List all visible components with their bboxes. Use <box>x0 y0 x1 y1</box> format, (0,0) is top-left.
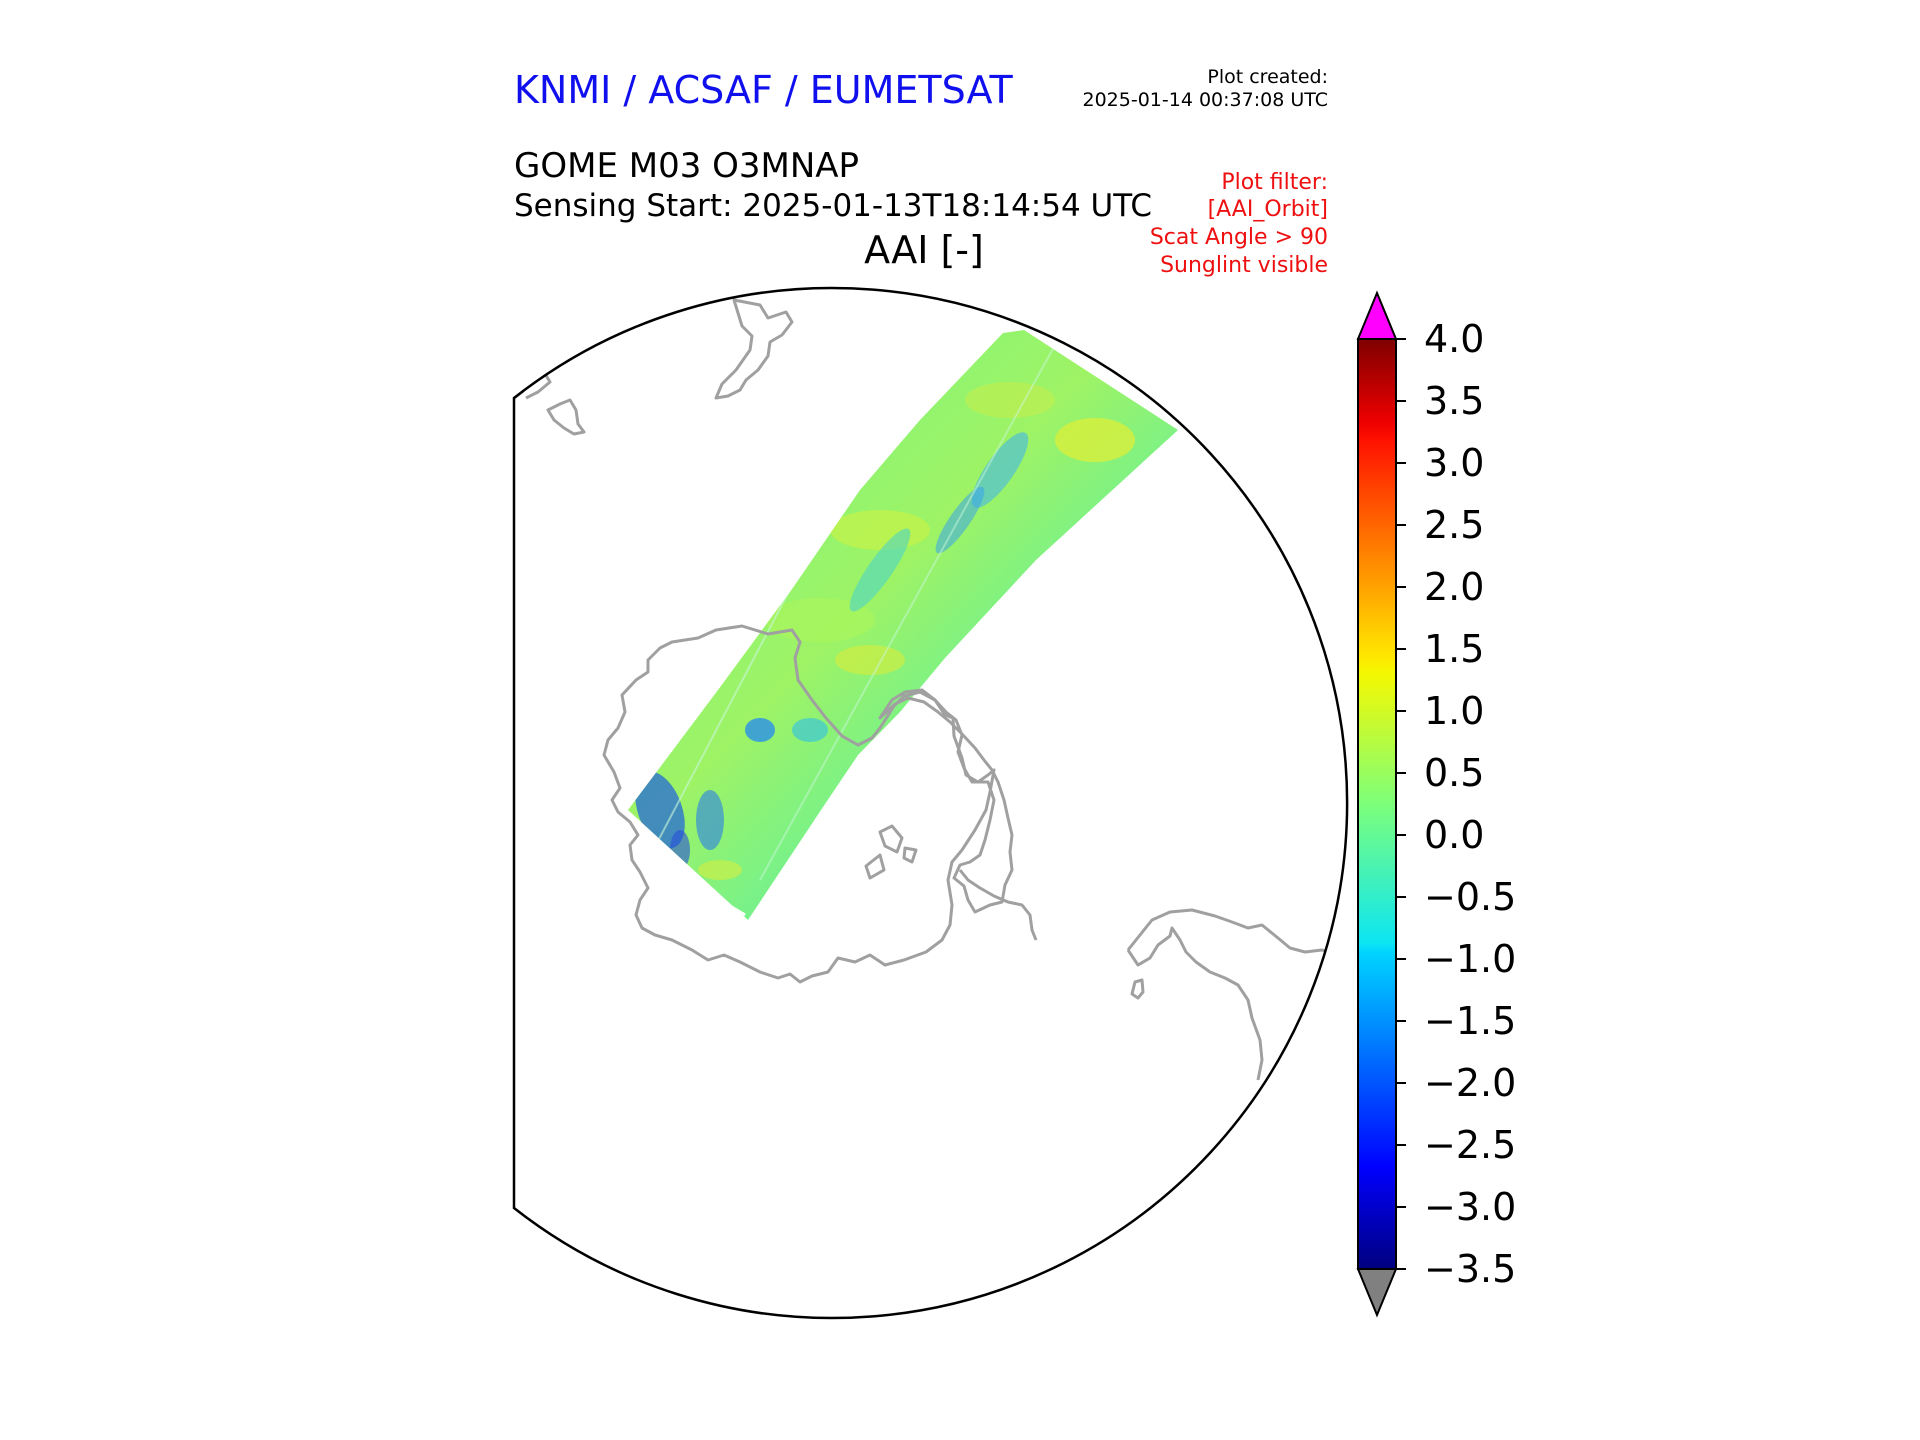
plot-created-label: Plot created: <box>1207 66 1328 88</box>
coast-peninsula-tip <box>958 869 1038 941</box>
colorbar-tick-label: 1.0 <box>1424 689 1484 733</box>
colorbar-tick-label: −2.5 <box>1424 1123 1516 1167</box>
coast-islands-south <box>864 824 918 880</box>
colorbar-under-triangle <box>1356 1268 1398 1318</box>
plot-filter-line: Scat Angle > 90 <box>1149 225 1328 250</box>
plot-filter-line: Sunglint visible <box>1160 253 1328 278</box>
colorbar-over-triangle <box>1356 290 1398 340</box>
colorbar-ticks: 4.0 3.5 3.0 2.5 2.0 1.5 1.0 0.5 0.0 −0.5 −1.0 −1.5 −… <box>1396 317 1516 1291</box>
colorbar-tick-label: 1.5 <box>1424 627 1484 671</box>
map-boundary <box>512 286 1349 1320</box>
colorbar-tick-label: 0.0 <box>1424 813 1484 857</box>
plot-created-time: 2025-01-14 00:37:08 UTC <box>1082 89 1329 111</box>
colorbar-tick-label: 4.0 <box>1424 317 1484 361</box>
coast-south-america <box>1126 908 1339 1081</box>
colorbar-tick-label: −3.5 <box>1424 1247 1516 1291</box>
coast-africa <box>714 298 794 400</box>
colorbar-tick-label: −1.5 <box>1424 999 1516 1043</box>
colorbar: 4.0 3.5 3.0 2.5 2.0 1.5 1.0 0.5 0.0 −0.5 −1.0 −1.5 −… <box>1356 290 1516 1318</box>
coast-madagascar <box>546 398 586 436</box>
sensing-start: Sensing Start: 2025-01-13T18:14:54 UTC <box>514 188 1152 224</box>
colorbar-tick-label: 2.0 <box>1424 565 1484 609</box>
colorbar-tick-label: 0.5 <box>1424 751 1484 795</box>
plot-filter-title: Plot filter: <box>1221 170 1328 195</box>
colorbar-tick-label: −1.0 <box>1424 937 1516 981</box>
header-organization: KNMI / ACSAF / EUMETSAT <box>514 68 1013 112</box>
coastlines <box>514 298 1339 1081</box>
coast-antarctica <box>602 624 996 984</box>
product-name: GOME M03 O3MNAP <box>514 146 860 186</box>
colorbar-tick-label: 3.5 <box>1424 379 1484 423</box>
colorbar-tick-label: 2.5 <box>1424 503 1484 547</box>
colorbar-tick-label: −2.0 <box>1424 1061 1516 1105</box>
colorbar-tick-label: −3.0 <box>1424 1185 1516 1229</box>
coast-falklands <box>1130 978 1145 1000</box>
colorbar-tick-label: −0.5 <box>1424 875 1516 919</box>
colorbar-gradient <box>1357 338 1397 1270</box>
map-disk <box>514 290 1344 1319</box>
plot-filter-line: [AAI_Orbit] <box>1207 197 1328 222</box>
coast-peninsula <box>878 688 1014 914</box>
colorbar-tick-label: 3.0 <box>1424 441 1484 485</box>
field-title: AAI [-] <box>864 228 984 272</box>
